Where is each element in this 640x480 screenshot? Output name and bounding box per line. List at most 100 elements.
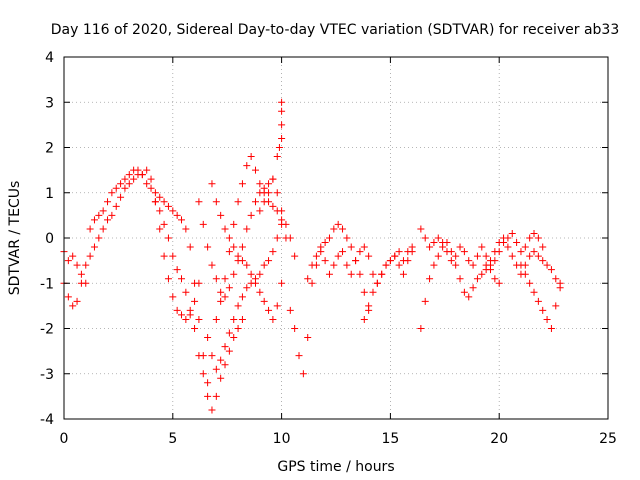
data-point <box>182 315 190 323</box>
data-point <box>521 270 529 278</box>
data-point <box>73 261 81 269</box>
data-point <box>508 229 516 237</box>
x-tick-label: 20 <box>490 431 508 447</box>
data-point <box>247 211 255 219</box>
data-point <box>73 297 81 305</box>
data-point <box>426 243 434 251</box>
data-point <box>369 288 377 296</box>
data-point <box>273 234 281 242</box>
data-point <box>230 243 238 251</box>
data-point <box>434 252 442 260</box>
data-point <box>151 198 159 206</box>
data-point <box>104 198 112 206</box>
data-point <box>208 352 216 360</box>
data-point <box>95 234 103 242</box>
data-point <box>143 166 151 174</box>
data-point <box>465 293 473 301</box>
data-point <box>208 261 216 269</box>
data-point <box>469 284 477 292</box>
series-7 <box>212 153 290 323</box>
data-point <box>156 207 164 215</box>
data-point <box>182 288 190 296</box>
y-tick-label: -4 <box>40 412 54 428</box>
data-point <box>151 189 159 197</box>
data-point <box>434 234 442 242</box>
data-point <box>238 180 246 188</box>
data-point <box>234 302 242 310</box>
data-point <box>225 234 233 242</box>
data-point <box>430 239 438 247</box>
data-point <box>69 252 77 260</box>
data-point <box>164 234 172 242</box>
data-points <box>60 98 564 414</box>
data-point <box>173 266 181 274</box>
data-point <box>221 275 229 283</box>
data-point <box>504 243 512 251</box>
data-point <box>321 257 329 265</box>
data-point <box>82 261 90 269</box>
data-point <box>160 198 168 206</box>
data-point <box>173 306 181 314</box>
data-point <box>178 311 186 319</box>
data-point <box>334 220 342 228</box>
data-point <box>304 334 312 342</box>
x-tick-label: 15 <box>381 431 399 447</box>
data-point <box>108 211 116 219</box>
y-tick-label: -2 <box>40 322 54 338</box>
data-point <box>208 406 216 414</box>
data-point <box>195 315 203 323</box>
data-point <box>265 257 273 265</box>
data-point <box>243 261 251 269</box>
data-point <box>500 234 508 242</box>
data-point <box>273 153 281 161</box>
data-point <box>104 216 112 224</box>
data-point <box>426 275 434 283</box>
data-point <box>473 275 481 283</box>
data-point <box>526 279 534 287</box>
data-point <box>99 225 107 233</box>
data-point <box>95 211 103 219</box>
data-point <box>539 306 547 314</box>
series-9 <box>286 220 373 378</box>
data-point <box>217 211 225 219</box>
data-point <box>260 261 268 269</box>
data-point <box>395 248 403 256</box>
data-point <box>421 234 429 242</box>
data-point <box>543 261 551 269</box>
data-point <box>460 248 468 256</box>
data-point <box>521 243 529 251</box>
grid-lines <box>64 57 608 419</box>
y-tick-label: 1 <box>45 186 54 202</box>
x-tick-label: 0 <box>60 431 69 447</box>
data-point <box>491 248 499 256</box>
data-point <box>460 288 468 296</box>
data-point <box>378 270 386 278</box>
data-point <box>278 134 286 142</box>
data-point <box>112 184 120 192</box>
data-point <box>121 175 129 183</box>
data-point <box>164 275 172 283</box>
data-point <box>160 220 168 228</box>
data-point <box>90 243 98 251</box>
data-point <box>156 225 164 233</box>
data-point <box>256 207 264 215</box>
data-point <box>273 189 281 197</box>
data-point <box>526 252 534 260</box>
data-point <box>238 293 246 301</box>
data-point <box>247 270 255 278</box>
x-tick-label: 10 <box>273 431 291 447</box>
series-6 <box>208 180 286 323</box>
data-point <box>508 252 516 260</box>
data-point <box>221 361 229 369</box>
data-point <box>534 252 542 260</box>
data-point <box>212 275 220 283</box>
data-point <box>230 334 238 342</box>
data-point <box>526 234 534 242</box>
data-point <box>238 243 246 251</box>
data-point <box>117 180 125 188</box>
data-point <box>269 175 277 183</box>
data-point <box>212 198 220 206</box>
data-point <box>147 184 155 192</box>
data-point <box>173 211 181 219</box>
data-point <box>513 239 521 247</box>
